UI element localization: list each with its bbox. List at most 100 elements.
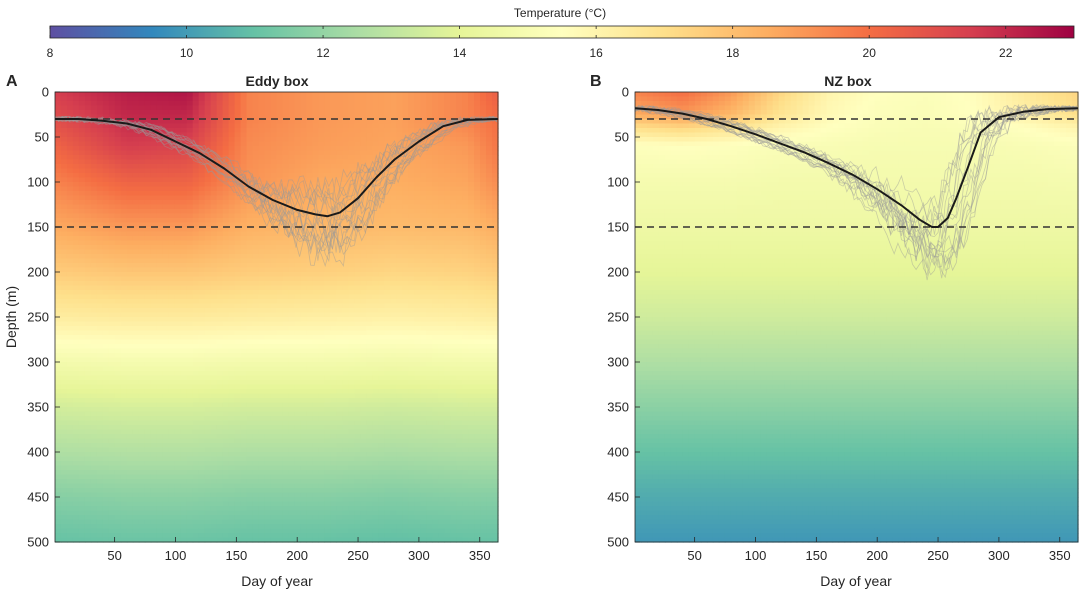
heatmap-cell	[168, 182, 176, 188]
heatmap-cell	[288, 263, 296, 269]
heatmap-cell	[438, 303, 445, 309]
heatmap-cell	[384, 357, 391, 363]
heatmap-cell	[486, 227, 493, 233]
heatmap-cell	[324, 321, 331, 327]
heatmap-cell	[90, 164, 98, 170]
heatmap-cell	[312, 159, 320, 165]
heatmap-cell	[348, 110, 355, 116]
heatmap-cell	[55, 294, 62, 300]
heatmap-cell	[120, 155, 128, 161]
heatmap-cell	[414, 294, 421, 300]
heatmap-cell	[90, 290, 98, 296]
heatmap-cell	[378, 128, 385, 134]
heatmap-cell	[264, 317, 272, 323]
heatmap-cell	[300, 195, 308, 201]
heatmap-cell	[408, 375, 415, 381]
heatmap-cell	[318, 317, 325, 323]
heatmap-cell	[450, 384, 457, 390]
heatmap-cell	[96, 141, 104, 147]
heatmap-cell	[60, 371, 68, 377]
heatmap-cell	[372, 330, 379, 336]
heatmap-cell	[168, 317, 176, 323]
heatmap-cell	[108, 200, 116, 206]
heatmap-cell	[444, 317, 451, 323]
heatmap-cell	[102, 393, 110, 399]
heatmap-cell	[300, 317, 308, 323]
heatmap-cell	[192, 173, 200, 179]
heatmap-cell	[144, 222, 152, 228]
heatmap-cell	[228, 240, 236, 246]
heatmap-cell	[144, 110, 152, 116]
heatmap-cell	[246, 362, 254, 368]
heatmap-cell	[150, 353, 158, 359]
heatmap-cell	[162, 294, 170, 300]
heatmap-cell	[258, 177, 266, 183]
heatmap-cell	[348, 159, 355, 165]
heatmap-cell	[438, 182, 445, 188]
heatmap-cell	[246, 384, 254, 390]
heatmap-cell	[114, 92, 122, 98]
heatmap-cell	[186, 258, 194, 264]
heatmap-cell	[168, 299, 176, 305]
heatmap-cell	[108, 245, 116, 251]
heatmap-cell	[276, 177, 284, 183]
heatmap-cell	[360, 308, 367, 314]
heatmap-cell	[474, 146, 481, 152]
heatmap-cell	[156, 245, 164, 251]
heatmap-cell	[264, 96, 272, 102]
heatmap-cell	[414, 281, 421, 287]
heatmap-cell	[330, 384, 337, 390]
heatmap-cell	[462, 258, 469, 264]
heatmap-cell	[390, 186, 397, 192]
heatmap-cell	[318, 308, 325, 314]
heatmap-cell	[240, 339, 248, 345]
heatmap-cell	[120, 285, 128, 291]
heatmap-cell	[390, 371, 397, 377]
heatmap-cell	[120, 137, 128, 143]
heatmap-cell	[96, 308, 104, 314]
heatmap-cell	[264, 344, 272, 350]
heatmap-cell	[306, 182, 314, 188]
heatmap-cell	[186, 371, 194, 377]
heatmap-cell	[300, 159, 308, 165]
heatmap-cell	[270, 258, 278, 264]
heatmap-cell	[72, 393, 80, 399]
heatmap-cell	[462, 344, 469, 350]
heatmap-cell	[55, 308, 62, 314]
heatmap-cell	[444, 267, 451, 273]
heatmap-cell	[390, 132, 397, 138]
heatmap-cell	[384, 254, 391, 260]
heatmap-cell	[150, 317, 158, 323]
heatmap-cell	[114, 380, 122, 386]
heatmap-cell	[126, 362, 134, 368]
heatmap-cell	[396, 213, 403, 219]
heatmap-cell	[246, 380, 254, 386]
heatmap-cell	[456, 321, 463, 327]
heatmap-cell	[462, 339, 469, 345]
heatmap-cell	[312, 213, 320, 219]
heatmap-cell	[234, 371, 242, 377]
heatmap-cell	[468, 114, 475, 120]
heatmap-cell	[222, 276, 230, 282]
heatmap-cell	[174, 371, 182, 377]
heatmap-cell	[78, 141, 86, 147]
heatmap-cell	[330, 294, 337, 300]
heatmap-cell	[210, 96, 218, 102]
heatmap-cell	[114, 254, 122, 260]
heatmap-cell	[318, 362, 325, 368]
heatmap-cell	[84, 218, 92, 224]
heatmap-cell	[300, 182, 308, 188]
heatmap-cell	[174, 308, 182, 314]
heatmap-cell	[384, 308, 391, 314]
heatmap-cell	[55, 344, 62, 350]
heatmap-cell	[96, 366, 104, 372]
heatmap-cell	[336, 146, 343, 152]
heatmap-cell	[408, 159, 415, 165]
heatmap-cell	[402, 353, 409, 359]
heatmap-cell	[462, 150, 469, 156]
heatmap-cell	[486, 371, 493, 377]
heatmap-cell	[258, 200, 266, 206]
heatmap-cell	[492, 168, 499, 174]
heatmap-cell	[174, 159, 182, 165]
heatmap-cell	[372, 204, 379, 210]
